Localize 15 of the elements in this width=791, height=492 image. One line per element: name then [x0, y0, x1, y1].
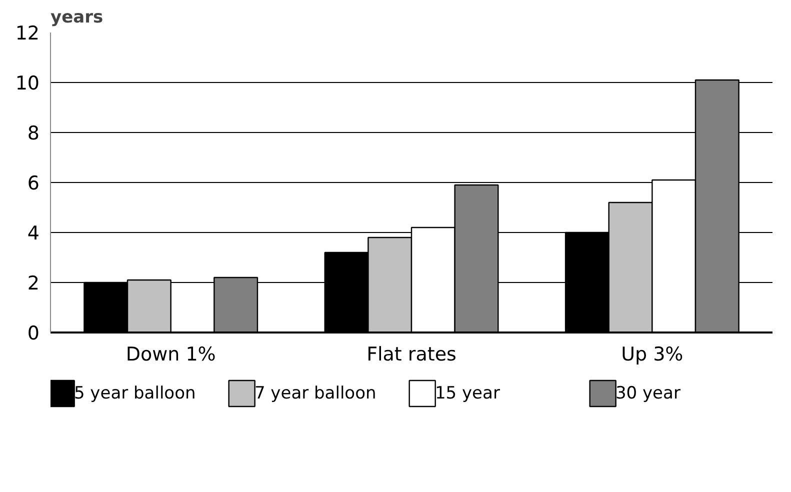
- y-tick-label: 2: [27, 272, 40, 294]
- legend-label: 30 year: [615, 384, 680, 404]
- y-tick-label: 4: [27, 222, 40, 244]
- x-tick-label: Down 1%: [126, 344, 216, 366]
- x-tick-label: Up 3%: [621, 344, 684, 366]
- y-tick-label: 8: [27, 122, 40, 144]
- legend-label: 15 year: [434, 384, 500, 404]
- legend-label: 5 year balloon: [74, 384, 196, 404]
- legend-label: 7 year balloon: [254, 384, 376, 404]
- y-tick-label: 10: [15, 72, 40, 94]
- y-tick-label: 0: [27, 322, 40, 344]
- x-tick-label: Flat rates: [366, 344, 456, 366]
- y-axis-title: years: [50, 8, 104, 28]
- y-tick-label: 12: [15, 22, 40, 44]
- y-tick-label: 6: [27, 172, 40, 194]
